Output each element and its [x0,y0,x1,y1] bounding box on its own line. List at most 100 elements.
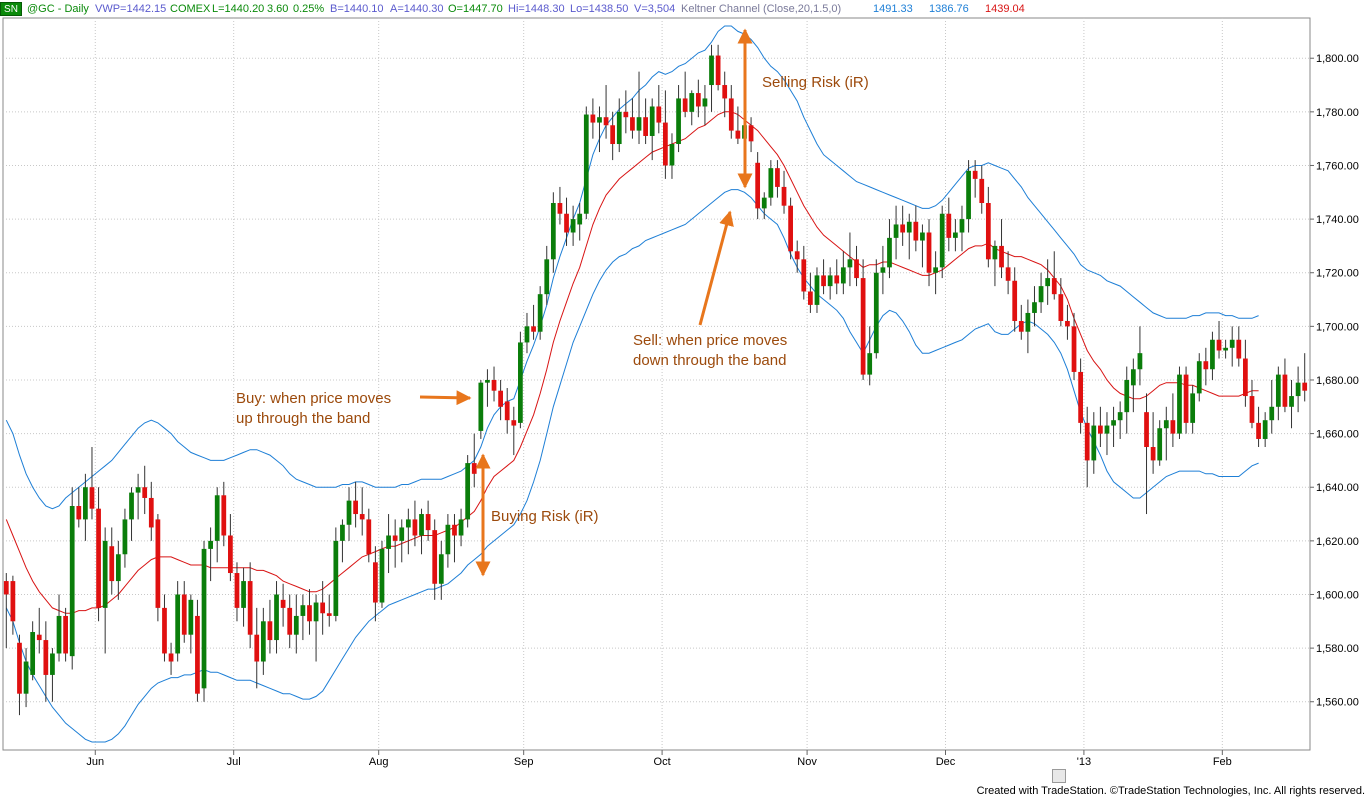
candle-body-down [1183,374,1189,423]
candle-body-down [234,573,240,608]
candle-body-up [702,98,708,107]
y-tick-label: 1,640.00 [1316,482,1359,494]
candle-body-up [524,326,530,343]
candle-body-down [801,259,807,292]
candle-body-down [834,275,840,284]
candle-body-up [577,213,583,225]
candle-body-down [900,224,906,233]
candle-body-up [518,342,523,423]
candle-body-up [1111,420,1116,426]
candle-body-up [689,93,695,112]
candle-body-up [544,259,550,295]
candle-body-down [504,401,510,421]
buying-risk-label-line: Buying Risk (iR) [491,508,599,525]
last-price: L=1440.20 [212,3,265,15]
vwp-value: VWP=1442.15 [95,3,167,15]
candle-body-up [485,379,490,383]
candle-body-down [3,581,9,595]
x-tick-label: '13 [1077,756,1091,768]
buy-rule-label-line: Buy: when price moves [236,390,391,407]
candle-body-down [1282,374,1288,407]
candle-body-down [1012,280,1018,321]
plot-frame [2,17,1311,751]
candle-body-down [913,221,919,241]
candle-body-down [946,213,952,238]
candle-body-down [755,162,761,209]
candle-body-up [208,540,213,549]
candle-body-up [1104,425,1110,434]
candle-body-down [1302,382,1308,391]
candle-body-down [326,613,332,616]
candle-body-up [616,111,622,145]
candle-body-up [920,232,925,241]
candle-body-up [768,168,774,198]
candle-body-down [392,535,398,541]
candle-body-up [847,259,853,268]
candle-body-up [405,519,411,528]
candle-body-up [340,524,345,541]
candle-body-down [999,245,1004,268]
candle-body-down [280,599,286,608]
candle-body-down [142,487,148,498]
candle-body-down [1071,326,1077,372]
axis-layer: 1,560.00 1,580.00 1,600.00 1,620.00 1,640.00… [86,53,1358,768]
candle-body-up [1137,353,1143,370]
candle-body-up [893,224,899,238]
grid-layer [2,17,1311,751]
candle-body-up [953,232,958,238]
volume-value: V=3,504 [634,3,676,15]
y-tick-label: 1,680.00 [1316,375,1359,387]
candle-body-up [1190,393,1196,423]
candle-body-up [300,605,306,616]
candle-body-down [1005,267,1011,281]
candle-body-up [346,500,352,525]
buy-rule-label: Buy: when price moves up through the band [236,390,391,427]
candle-body-up [992,245,998,260]
candle-body-down [564,213,569,233]
keltner-channel-layer [5,25,1259,743]
candlestick-layer [3,44,1308,716]
candle-body-down [491,379,497,391]
candle-body-down [1058,294,1064,321]
candle-body-up [30,632,36,675]
candle-body-down [775,168,780,187]
x-tick-label: Feb [1213,756,1232,768]
candle-body-down [1018,320,1024,332]
candle-body-down [320,602,326,614]
candle-body-up [333,540,339,616]
x-tick-label: Jul [227,756,241,768]
candle-body-down [452,524,457,536]
symbol-badge[interactable]: SN [0,2,22,16]
candle-body-down [715,55,721,86]
upper-band-value: 1491.33 [873,3,913,15]
copyright-footer: Created with TradeStation. ©TradeStation… [976,785,1365,797]
symbol-label: @GC - Daily [27,3,89,15]
candle-body-down [96,508,101,608]
candle-body-up [933,267,938,273]
keltner-lower-band [5,189,1259,743]
sell-rule-label: Sell: when price moves down through the b… [633,332,787,369]
candle-body-down [643,117,648,136]
candle-body-down [471,463,477,474]
candle-body-up [1289,396,1294,407]
selling-risk-label-line: Selling Risk (iR) [762,74,869,91]
candle-body-down [926,232,932,273]
candle-body-down [412,519,418,536]
candle-body-down [531,326,536,332]
candle-body-down [1243,358,1248,397]
candle-body-up [649,106,655,136]
candle-body-up [175,594,181,654]
y-tick-label: 1,800.00 [1316,53,1359,65]
candle-body-up [115,554,121,582]
candle-body-up [1045,278,1051,287]
sell-rule-label-line: Sell: when price moves [633,332,787,349]
candle-body-down [1144,412,1149,448]
candle-body-up [122,519,128,555]
candle-body-up [419,514,424,536]
candle-body-up [83,487,88,520]
candle-body-down [353,500,358,515]
horizontal-scroll-thumb[interactable] [1052,769,1066,783]
candle-body-up [201,548,207,689]
y-tick-label: 1,780.00 [1316,107,1359,119]
x-tick-label: Dec [936,756,956,768]
